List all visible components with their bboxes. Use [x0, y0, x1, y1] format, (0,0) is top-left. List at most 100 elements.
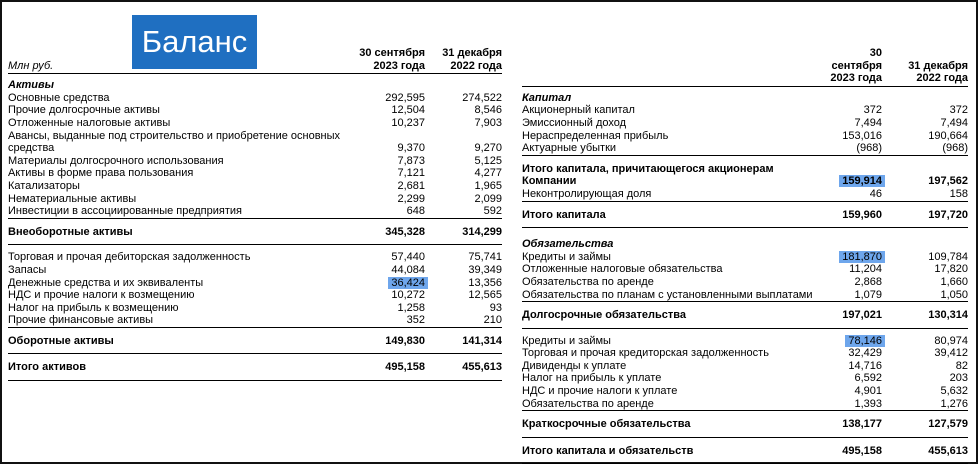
- value-cell: 36,424: [350, 276, 428, 290]
- total-row: Оборотные активы 149,830 141,314: [8, 326, 502, 355]
- column-header: 30 сентября: [359, 47, 425, 59]
- value: 2,299: [397, 192, 425, 205]
- item-row: Обязательства по аренде 1,393 1,276: [522, 398, 968, 411]
- row-label: Основные средства: [8, 91, 110, 104]
- item-row: Нераспределенная прибыль 153,016 190,664: [522, 130, 968, 143]
- header-label: Млн руб.: [8, 59, 350, 75]
- value: 9,370: [397, 142, 425, 155]
- header-row: 30 сентября 31 декабря: [522, 47, 968, 72]
- row-label: Отложенные налоговые обязательства: [522, 263, 723, 276]
- row-label: Прочие долгосрочные активы: [8, 104, 160, 117]
- value-cell: 352: [350, 314, 425, 327]
- header-label: [8, 47, 350, 60]
- value-cell: 57,440: [350, 245, 425, 264]
- value: 93: [489, 301, 502, 314]
- item-row: Дивиденды к уплате 14,716 82: [522, 360, 968, 373]
- value: (968): [856, 142, 882, 155]
- value-cell: 1,276: [882, 398, 968, 411]
- value: 44,084: [391, 263, 425, 276]
- value-cell: 78,146: [822, 328, 885, 347]
- total-row: Внеоборотные активы 345,328 314,299: [8, 217, 502, 246]
- value: 495,158: [385, 361, 425, 374]
- value: 138,177: [842, 418, 882, 431]
- value: 352: [406, 314, 425, 327]
- value: 109,784: [928, 250, 968, 263]
- value-cell: 4,901: [822, 385, 882, 398]
- value: 5,632: [940, 385, 968, 398]
- value-cell: 455,613: [425, 353, 502, 382]
- row-label: Неконтролирующая доля: [522, 187, 652, 200]
- value-cell: 11,204: [822, 263, 882, 276]
- value: 7,873: [397, 154, 425, 167]
- value-cell: 82: [882, 360, 968, 373]
- value: 159,960: [842, 208, 882, 221]
- row-label: Краткосрочные обязательства: [522, 410, 822, 438]
- value-cell: 190,664: [882, 130, 968, 143]
- row-label: Итого капитала: [522, 200, 822, 229]
- value-cell: 12,504: [350, 104, 425, 117]
- value-cell: 495,158: [350, 353, 425, 382]
- item-row: Обязательства по аренде 2,868 1,660: [522, 276, 968, 289]
- value-cell: 292,595: [350, 92, 425, 105]
- value-cell: 159,960: [822, 200, 882, 229]
- item-row: Основные средства 292,595 274,522: [8, 92, 502, 105]
- item-row: НДС и прочие налоги к уплате 4,901 5,632: [522, 385, 968, 398]
- value-cell: 2,681: [350, 180, 425, 193]
- value: 592: [483, 205, 502, 218]
- value: 203: [949, 372, 968, 385]
- value-cell: 7,121: [350, 167, 425, 180]
- value-cell: 7,494: [882, 117, 968, 130]
- value-cell: 203: [882, 372, 968, 385]
- value: 12,565: [468, 289, 502, 302]
- value: 648: [406, 205, 425, 218]
- value-cell: 39,412: [882, 347, 968, 360]
- value-cell: 6,592: [822, 372, 882, 385]
- value-cell: 32,429: [822, 347, 882, 360]
- value: 1,050: [940, 288, 968, 301]
- value-cell: 455,613: [882, 436, 968, 464]
- value: 455,613: [462, 361, 502, 374]
- row-label: НДС и прочие налоги к возмещению: [8, 289, 195, 302]
- value-cell: 372: [882, 104, 968, 117]
- row-label: НДС и прочие налоги к уплате: [522, 385, 678, 398]
- value-cell: 39,349: [425, 264, 502, 277]
- header-row: 2023 года 2022 года: [522, 72, 968, 87]
- value: 2,099: [474, 192, 502, 205]
- value-cell: 109,784: [882, 251, 968, 264]
- value: 1,079: [854, 288, 882, 301]
- section-row: Активы: [8, 74, 502, 92]
- value: 7,121: [397, 167, 425, 180]
- row-label: Обязательства по аренде: [522, 397, 654, 410]
- value: 1,276: [940, 397, 968, 410]
- column-header: 2022 года: [425, 59, 502, 75]
- value-cell: 197,021: [822, 301, 882, 329]
- value-cell: 80,974: [882, 328, 968, 347]
- value: 12,504: [391, 104, 425, 117]
- value-cell: 9,270: [425, 130, 502, 155]
- value: 8,546: [474, 104, 502, 117]
- item-row: Акционерный капитал 372 372: [522, 104, 968, 117]
- value-cell: 495,158: [822, 436, 882, 464]
- value: 6,592: [854, 372, 882, 385]
- value: 181,870: [839, 250, 885, 263]
- value: 210: [483, 314, 502, 327]
- row-label: Катализаторы: [8, 179, 80, 192]
- column-header: 31 декабря: [908, 59, 968, 72]
- table-body: Капитал Акционерный капитал 372 372 Эмиссион…: [522, 86, 968, 464]
- row-label: Нематериальные активы: [8, 192, 137, 205]
- row-label: Итого капитала и обязательств: [522, 436, 822, 464]
- row-label: Долгосрочные обязательства: [522, 301, 822, 329]
- row-label: Кредиты и займы: [522, 334, 611, 347]
- value-cell: 372: [822, 104, 882, 117]
- row-label: Актуарные убытки: [522, 142, 617, 155]
- value-cell: 1,050: [882, 289, 968, 302]
- row-label: Обязательства: [522, 238, 614, 251]
- row-label: Торговая и прочая кредиторская задолженн…: [522, 347, 769, 360]
- value: 14,716: [848, 359, 882, 372]
- value-cell: 314,299: [425, 217, 502, 246]
- value: 7,494: [854, 116, 882, 129]
- row-label: Эмиссионный доход: [522, 116, 627, 129]
- value: 10,237: [391, 116, 425, 129]
- value-cell: 5,632: [882, 385, 968, 398]
- value-cell: 345,328: [350, 217, 425, 246]
